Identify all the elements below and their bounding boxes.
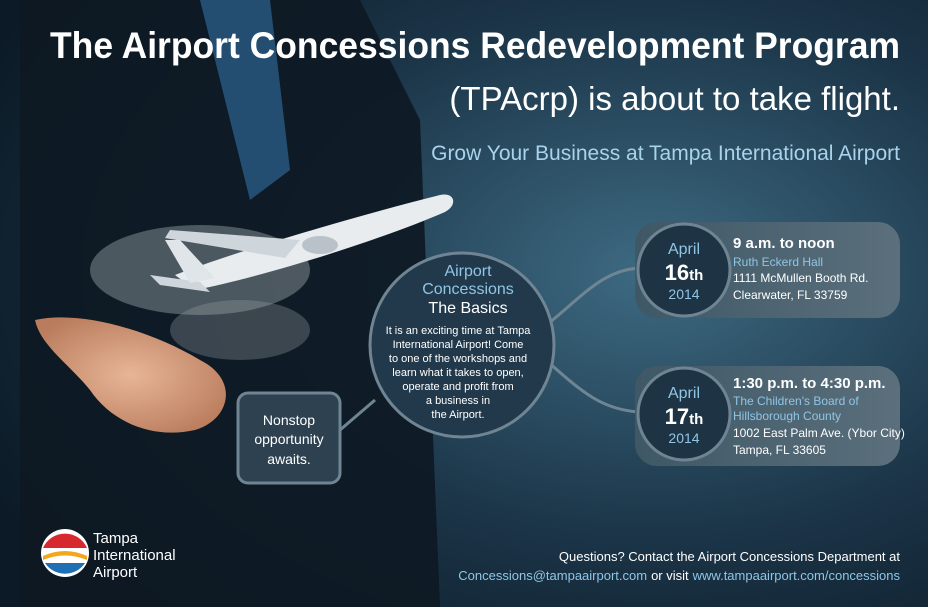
- event-address: Tampa, FL 33605: [733, 443, 826, 457]
- basics-text: the Airport.: [431, 409, 484, 421]
- callout-text: awaits.: [267, 451, 311, 467]
- event-venue: Hillsborough County: [733, 409, 841, 423]
- event-time: 9 a.m. to noon: [733, 235, 835, 252]
- basics-text: It is an exciting time at Tampa: [386, 325, 532, 337]
- event-address: Clearwater, FL 33759: [733, 288, 848, 302]
- basics-text: International Airport! Come: [393, 339, 524, 351]
- basics-heading: Airport: [444, 263, 492, 280]
- basics-text: a business in: [426, 395, 490, 407]
- subtitle: (TPAcrp) is about to take flight.: [449, 80, 900, 117]
- cloud: [170, 300, 310, 360]
- event-venue: Ruth Eckerd Hall: [733, 255, 823, 269]
- logo: [41, 529, 89, 577]
- basics-text: operate and profit from: [402, 381, 513, 393]
- basics-text: learn what it takes to open,: [392, 367, 523, 379]
- event-time: 1:30 p.m. to 4:30 p.m.: [733, 375, 886, 392]
- flyer: The Airport Concessions Redevelopment Pr…: [0, 0, 928, 607]
- event-year: 2014: [668, 430, 699, 446]
- callout-text: Nonstop: [263, 412, 315, 428]
- basics-heading: The Basics: [428, 300, 507, 317]
- event-month: April: [668, 385, 700, 402]
- event-address: 1111 McMullen Booth Rd.: [733, 271, 868, 285]
- event-venue: The Children's Board of: [733, 394, 859, 408]
- event-year: 2014: [668, 286, 699, 302]
- basics-heading: Concessions: [422, 281, 514, 298]
- callout-text: opportunity: [254, 431, 323, 447]
- logo-text: International: [93, 547, 176, 564]
- event-month: April: [668, 241, 700, 258]
- footer-question: Questions? Contact the Airport Concessio…: [559, 549, 900, 564]
- event-address: 1002 East Palm Ave. (Ybor City): [733, 426, 905, 440]
- logo-text: Tampa: [93, 530, 139, 547]
- title: The Airport Concessions Redevelopment Pr…: [50, 25, 900, 66]
- basics-text: to one of the workshops and: [389, 353, 527, 365]
- email[interactable]: Concessions@tampaairport.com: [458, 568, 647, 583]
- logo-text: Airport: [93, 564, 138, 581]
- tagline: Grow Your Business at Tampa Internationa…: [431, 142, 900, 165]
- url[interactable]: www.tampaairport.com/concessions: [692, 568, 901, 583]
